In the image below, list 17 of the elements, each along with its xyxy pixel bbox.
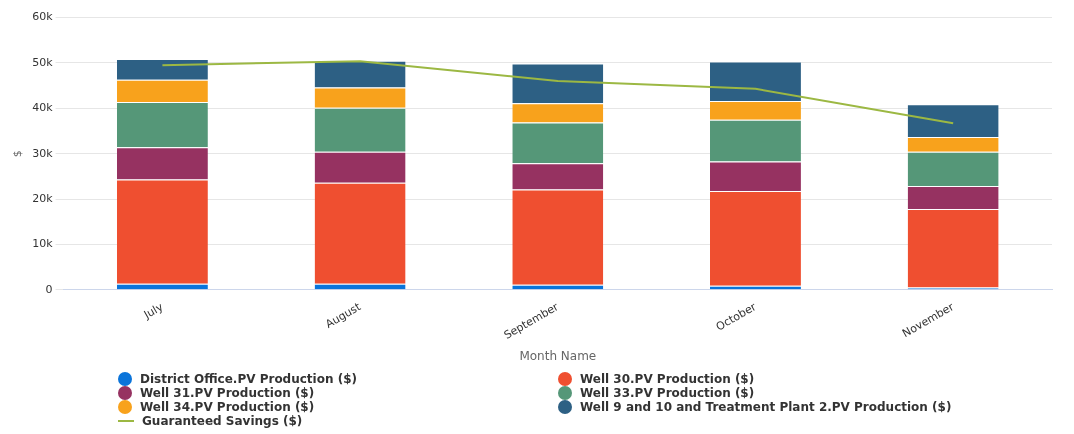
legend-label: Guaranteed Savings ($) — [142, 414, 303, 428]
y-tick-label: 10k — [32, 237, 54, 251]
legend-label: Well 31.PV Production ($) — [140, 386, 315, 400]
legend-label: District Office.PV Production ($) — [140, 372, 358, 386]
y-tick-label: 40k — [32, 101, 54, 115]
legend-label: Well 30.PV Production ($) — [580, 372, 755, 386]
x-axis-title: Month Name — [519, 348, 597, 363]
legend-label: Well 34.PV Production ($) — [140, 400, 315, 414]
y-tick-label: 60k — [32, 10, 54, 24]
x-tick-label: July — [140, 300, 166, 322]
y-tick-label: 20k — [32, 191, 54, 205]
y-axis-title: $ — [11, 150, 25, 158]
y-tick-label: 50k — [32, 55, 54, 69]
y-tick-label: 0 — [45, 282, 53, 296]
y-tick-label: 30k — [32, 146, 54, 160]
legend-label: Well 33.PV Production ($) — [580, 386, 755, 400]
legend-label: Well 9 and 10 and Treatment Plant 2.PV Production ($) — [580, 400, 952, 414]
